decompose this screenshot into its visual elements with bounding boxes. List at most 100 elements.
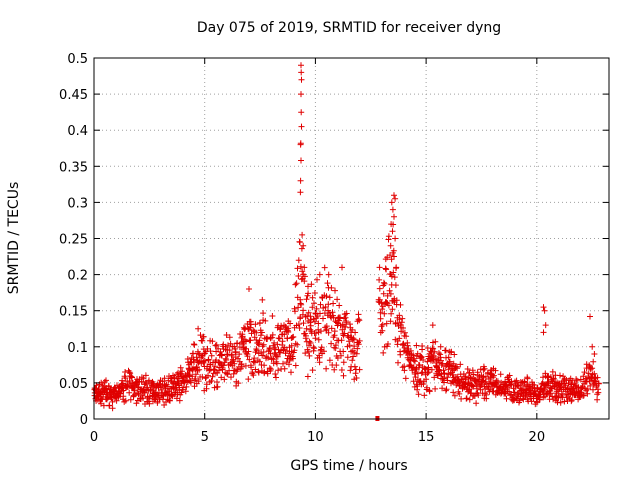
data-point bbox=[217, 348, 224, 355]
data-point bbox=[494, 378, 501, 385]
data-point bbox=[320, 315, 326, 322]
data-point bbox=[311, 290, 318, 296]
data-point bbox=[378, 323, 385, 330]
data-point bbox=[391, 274, 398, 281]
data-point bbox=[297, 177, 304, 184]
data-point bbox=[235, 380, 242, 387]
data-point bbox=[146, 400, 153, 407]
data-point bbox=[540, 329, 547, 336]
data-point bbox=[442, 347, 449, 354]
data-point bbox=[388, 221, 395, 228]
data-point bbox=[396, 316, 403, 323]
data-point bbox=[470, 383, 477, 390]
data-point bbox=[323, 365, 330, 372]
data-point bbox=[309, 294, 316, 301]
data-point bbox=[268, 334, 275, 341]
data-point bbox=[379, 327, 386, 334]
data-point bbox=[247, 324, 254, 331]
data-point bbox=[339, 264, 345, 271]
data-point bbox=[431, 348, 438, 355]
data-point bbox=[342, 324, 349, 330]
data-point bbox=[589, 365, 596, 372]
data-point bbox=[252, 321, 259, 328]
data-point bbox=[469, 382, 476, 389]
data-point bbox=[540, 304, 547, 311]
data-point bbox=[208, 352, 215, 359]
data-point bbox=[311, 345, 318, 352]
data-point bbox=[304, 373, 311, 380]
data-point bbox=[109, 405, 116, 412]
data-point bbox=[311, 318, 318, 325]
data-point bbox=[323, 293, 330, 300]
data-point bbox=[298, 69, 305, 76]
data-point bbox=[274, 360, 280, 367]
data-point bbox=[303, 332, 309, 339]
data-point bbox=[328, 284, 335, 291]
y-tick-label: 0.1 bbox=[67, 341, 88, 356]
data-point bbox=[174, 378, 181, 385]
data-point bbox=[122, 375, 129, 381]
data-point bbox=[392, 235, 399, 242]
data-point bbox=[214, 379, 220, 385]
data-point bbox=[140, 395, 146, 402]
data-point bbox=[317, 347, 324, 354]
data-point bbox=[391, 192, 397, 199]
data-point bbox=[432, 385, 439, 392]
data-point bbox=[351, 336, 357, 343]
data-point bbox=[396, 335, 403, 342]
data-point bbox=[412, 358, 418, 365]
data-point bbox=[201, 357, 208, 364]
y-tick-label: 0 bbox=[80, 413, 88, 428]
data-point bbox=[442, 387, 449, 394]
data-point bbox=[297, 140, 304, 147]
data-point bbox=[177, 364, 184, 371]
data-point bbox=[274, 341, 281, 348]
data-point bbox=[410, 378, 417, 385]
data-point bbox=[249, 369, 256, 376]
data-point bbox=[509, 397, 516, 404]
data-point bbox=[273, 374, 279, 381]
data-point bbox=[301, 273, 308, 280]
data-point bbox=[140, 375, 147, 382]
data-point bbox=[393, 297, 400, 304]
data-point bbox=[483, 395, 490, 402]
data-point bbox=[219, 365, 226, 371]
data-point bbox=[313, 305, 320, 312]
data-point bbox=[199, 337, 206, 344]
data-point bbox=[379, 321, 386, 328]
data-point bbox=[503, 395, 510, 402]
data-point bbox=[244, 353, 251, 360]
data-point bbox=[413, 342, 420, 349]
data-point bbox=[208, 377, 215, 384]
data-point bbox=[378, 300, 385, 307]
y-tick-label: 0.2 bbox=[67, 269, 88, 284]
data-point bbox=[443, 386, 450, 393]
data-point bbox=[300, 320, 307, 327]
x-tick-label: 0 bbox=[90, 430, 98, 445]
data-point bbox=[516, 397, 523, 404]
data-point bbox=[389, 306, 396, 313]
data-point bbox=[435, 350, 442, 357]
data-point bbox=[250, 327, 257, 334]
data-point bbox=[524, 375, 531, 382]
data-point bbox=[425, 369, 432, 376]
data-point bbox=[308, 281, 315, 288]
data-point bbox=[285, 329, 292, 335]
data-point bbox=[595, 389, 602, 396]
data-point bbox=[414, 386, 421, 393]
data-point bbox=[342, 314, 349, 321]
data-point bbox=[191, 377, 198, 384]
data-point bbox=[589, 343, 596, 350]
data-point bbox=[403, 333, 410, 340]
data-point bbox=[298, 123, 305, 130]
data-point bbox=[330, 314, 337, 321]
data-point bbox=[207, 348, 214, 355]
data-point bbox=[245, 376, 252, 383]
data-point bbox=[290, 333, 297, 340]
data-point bbox=[296, 325, 303, 331]
data-point bbox=[261, 362, 268, 369]
data-point bbox=[424, 358, 431, 365]
data-point bbox=[297, 263, 304, 270]
data-point bbox=[183, 383, 190, 390]
data-point bbox=[323, 323, 330, 330]
